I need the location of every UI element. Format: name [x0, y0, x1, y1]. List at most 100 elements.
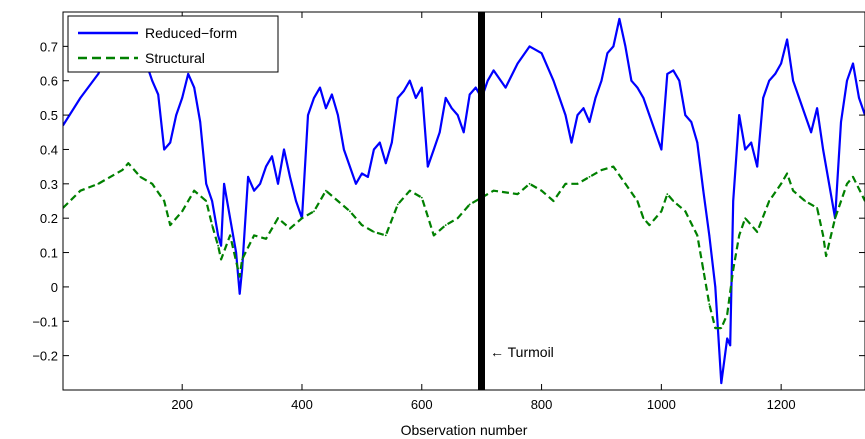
- x-axis: 200 400 600 800 1000 1200: [171, 12, 796, 412]
- data-point-reduced-form: [220, 244, 223, 247]
- data-point-reduced-form: [750, 141, 753, 144]
- data-point-structural: [241, 258, 244, 261]
- data-point-structural: [666, 193, 669, 196]
- y-tick-label: −0.1: [32, 314, 58, 329]
- data-point-reduced-form: [355, 182, 357, 185]
- data-point-reduced-form: [187, 73, 190, 75]
- data-point-structural: [708, 303, 711, 305]
- data-point-structural: [624, 182, 627, 185]
- data-point-reduced-form: [205, 182, 208, 185]
- data-point-reduced-form: [414, 97, 417, 99]
- data-point-structural: [786, 172, 788, 175]
- data-point-reduced-form: [714, 286, 717, 288]
- data-point-reduced-form: [786, 38, 788, 41]
- data-point-reduced-form: [570, 141, 573, 144]
- data-point-reduced-form: [390, 141, 393, 144]
- data-point-reduced-form: [97, 73, 100, 75]
- data-point-structural: [396, 203, 399, 206]
- y-tick-label: 0.1: [40, 246, 58, 261]
- data-point-reduced-form: [648, 114, 651, 116]
- data-point-reduced-form: [822, 148, 824, 151]
- data-point-structural: [642, 217, 645, 220]
- data-point-structural: [121, 169, 124, 172]
- data-point-reduced-form: [319, 86, 321, 89]
- data-point-reduced-form: [702, 189, 705, 192]
- data-point-structural: [696, 234, 699, 237]
- data-point-reduced-form: [690, 121, 693, 123]
- data-point-reduced-form: [163, 148, 166, 151]
- data-point-structural: [528, 182, 531, 185]
- data-point-reduced-form: [367, 176, 369, 178]
- data-point-structural: [816, 207, 818, 209]
- data-point-reduced-form: [642, 97, 645, 99]
- data-point-reduced-form: [313, 97, 315, 99]
- x-tick-label: 400: [291, 397, 313, 412]
- data-point-structural: [384, 234, 387, 237]
- data-point-reduced-form: [402, 90, 405, 92]
- data-point-reduced-form: [576, 114, 579, 116]
- data-point-structural: [301, 217, 303, 220]
- y-tick-label: 0.6: [40, 74, 58, 89]
- data-point-reduced-form: [235, 251, 238, 254]
- data-point-structural: [468, 203, 471, 206]
- y-axis: −0.2 −0.1 0 0.1 0.2 0.3 0.4 0.5 0.6 0.7: [32, 39, 865, 364]
- data-point-structural: [552, 200, 555, 202]
- data-point-reduced-form: [193, 86, 196, 89]
- data-point-structural: [834, 217, 836, 220]
- data-point-structural: [576, 182, 579, 185]
- data-point-reduced-form: [289, 176, 291, 178]
- x-tick-label: 1200: [767, 397, 796, 412]
- data-point-reduced-form: [504, 86, 507, 89]
- data-point-reduced-form: [241, 268, 244, 271]
- data-point-reduced-form: [408, 79, 411, 82]
- data-point-structural: [846, 182, 848, 185]
- data-point-reduced-form: [660, 148, 663, 151]
- data-point-structural: [289, 227, 291, 230]
- legend-label-structural: Structural: [145, 50, 205, 66]
- data-point-structural: [109, 176, 112, 178]
- data-point-reduced-form: [564, 114, 567, 116]
- data-point-reduced-form: [516, 62, 519, 65]
- data-point-reduced-form: [768, 79, 771, 82]
- data-point-structural: [825, 255, 827, 257]
- data-point-reduced-form: [211, 200, 214, 202]
- data-point-structural: [217, 244, 220, 247]
- data-point-structural: [540, 189, 543, 192]
- data-point-reduced-form: [331, 93, 333, 96]
- data-point-reduced-form: [438, 131, 441, 134]
- data-point-structural: [79, 189, 82, 192]
- y-tick-label: −0.2: [32, 349, 58, 364]
- legend-box: [67, 15, 279, 73]
- y-tick-label: 0: [51, 280, 58, 295]
- y-tick-label: 0.2: [40, 211, 58, 226]
- data-point-structural: [648, 224, 651, 227]
- data-point-reduced-form: [223, 182, 226, 185]
- data-point-reduced-form: [378, 141, 381, 144]
- data-point-structural: [420, 196, 423, 199]
- data-point-structural: [211, 224, 214, 227]
- data-point-reduced-form: [283, 148, 285, 151]
- turmoil-marker-line: [478, 12, 485, 390]
- turmoil-annotation: ← Turmoil: [490, 344, 554, 360]
- data-point-reduced-form: [738, 114, 741, 116]
- data-point-reduced-form: [277, 182, 279, 185]
- plot-frame: [62, 11, 865, 391]
- data-point-structural: [361, 224, 363, 227]
- data-point-reduced-form: [384, 162, 387, 165]
- data-point-reduced-form: [588, 121, 591, 123]
- data-point-reduced-form: [444, 97, 447, 99]
- data-point-reduced-form: [816, 107, 818, 110]
- y-tick-label: 0.5: [40, 108, 58, 123]
- data-point-structural: [852, 176, 854, 178]
- legend: Reduced−form Structural: [67, 15, 279, 73]
- data-point-structural: [600, 169, 603, 172]
- data-point-structural: [265, 237, 267, 240]
- data-point-structural: [720, 327, 723, 329]
- data-point-reduced-form: [486, 79, 489, 82]
- data-point-reduced-form: [636, 86, 639, 89]
- data-point-structural: [193, 189, 196, 192]
- y-tick-label: 0.3: [40, 177, 58, 192]
- data-point-reduced-form: [582, 107, 585, 110]
- data-point-reduced-form: [732, 200, 735, 202]
- data-point-structural: [738, 234, 741, 237]
